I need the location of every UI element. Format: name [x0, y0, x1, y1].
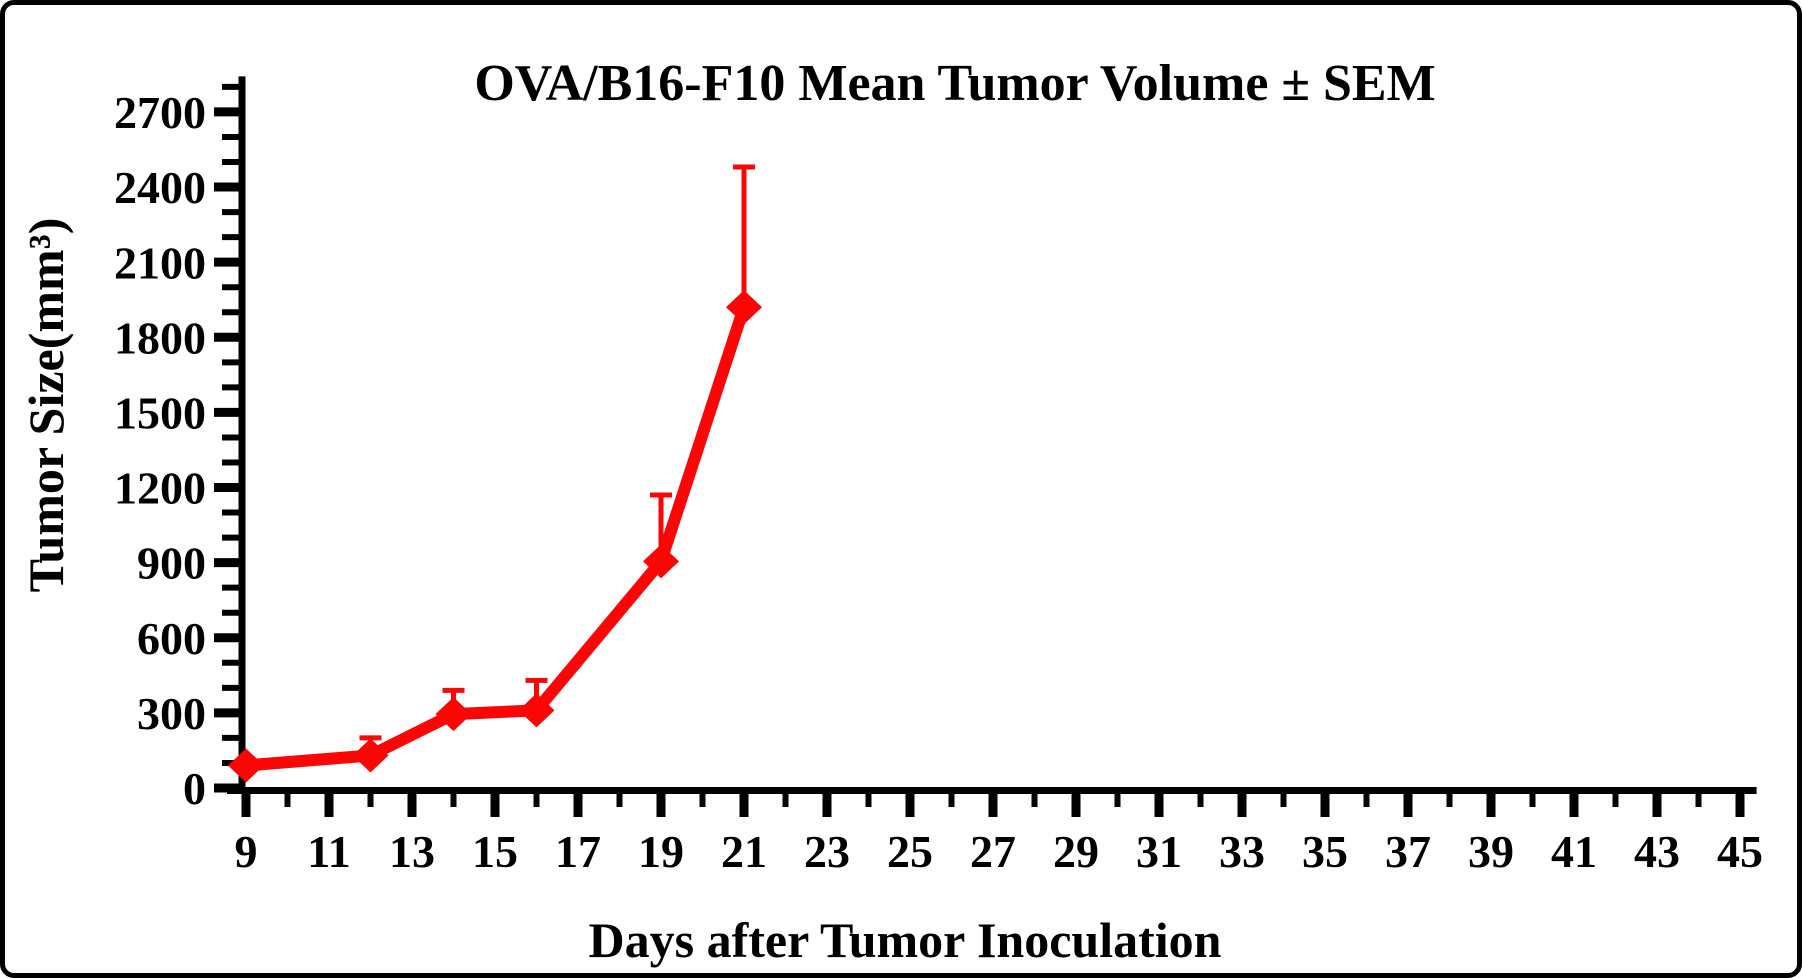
y-tick-label: 0	[183, 763, 206, 814]
chart-title: OVA/B16-F10 Mean Tumor Volume ± SEM	[474, 55, 1435, 112]
axes-group: 0 300 600 900 1200 1500 1800 2100 2400 2700 9 11 13 1…	[114, 76, 1763, 877]
y-tick-label: 2700	[114, 87, 206, 138]
x-tick-label: 45	[1717, 826, 1763, 877]
x-tick-label: 35	[1302, 826, 1348, 877]
x-tick-label: 43	[1634, 826, 1680, 877]
tumor-volume-chart: 0 300 600 900 1200 1500 1800 2100 2400 2700 9 11 13 1…	[18, 55, 1763, 968]
x-tick-label: 39	[1468, 826, 1514, 877]
data-point-marker	[352, 738, 389, 773]
data-point-marker	[726, 290, 762, 325]
y-tick-label: 1500	[114, 388, 206, 439]
series-line	[245, 305, 750, 772]
x-tick-label: 11	[307, 826, 350, 877]
y-tick-label: 300	[137, 688, 206, 739]
x-axis-label: Days after Tumor Inoculation	[589, 912, 1222, 968]
x-tick-label: 17	[555, 826, 601, 877]
data-point-marker	[643, 544, 679, 579]
x-tick-label: 15	[472, 826, 518, 877]
y-tick-label: 2400	[114, 162, 206, 213]
y-tick-label: 1200	[114, 463, 206, 514]
x-tick-label: 21	[721, 826, 767, 877]
x-tick-label: 25	[887, 826, 933, 877]
y-tick-label: 2100	[114, 237, 206, 288]
data-point-marker	[228, 748, 264, 783]
x-tick-label: 31	[1136, 826, 1182, 877]
x-tick-label: 23	[804, 826, 850, 877]
data-point-marker	[435, 697, 472, 732]
x-tick-label: 41	[1551, 826, 1597, 877]
x-tick-label: 33	[1219, 826, 1265, 877]
y-tick-label: 600	[137, 613, 206, 664]
plot-group	[228, 164, 762, 783]
y-tick-label: 1800	[114, 312, 206, 363]
data-point-marker	[518, 693, 555, 728]
y-axis-label: Tumor Size(mm³)	[18, 218, 74, 593]
x-tick-label: 37	[1385, 826, 1431, 877]
x-tick-label: 27	[970, 826, 1016, 877]
x-tick-label: 9	[235, 826, 258, 877]
x-tick-label: 13	[389, 826, 435, 877]
y-tick-label: 900	[137, 538, 206, 589]
x-tick-label: 19	[638, 826, 684, 877]
x-tick-label: 29	[1053, 826, 1099, 877]
